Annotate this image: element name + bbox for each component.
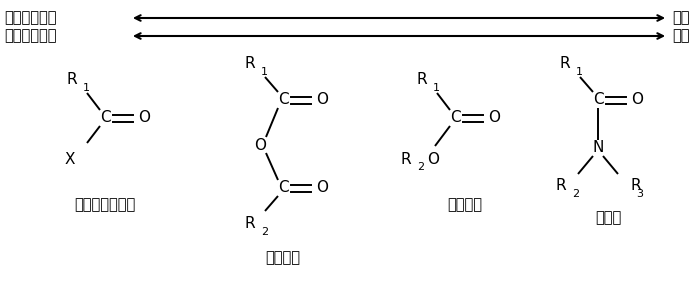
Text: C: C [450, 111, 460, 125]
Text: C: C [278, 93, 288, 107]
Text: R: R [630, 178, 641, 194]
Text: O: O [138, 111, 150, 125]
Text: X: X [64, 152, 75, 168]
Text: O: O [631, 93, 643, 107]
Text: 酸無水物: 酸無水物 [265, 251, 301, 265]
Text: O: O [254, 138, 266, 152]
Text: 低い: 低い [672, 29, 690, 43]
Text: O: O [427, 152, 439, 168]
Text: 安定性：低い: 安定性：低い [4, 10, 57, 26]
Text: 1: 1 [576, 67, 583, 77]
Text: R: R [556, 178, 566, 194]
Text: C: C [593, 93, 603, 107]
Text: C: C [278, 180, 288, 196]
Text: エステル: エステル [447, 198, 482, 212]
Text: アミド: アミド [595, 210, 621, 226]
Text: 高い: 高い [672, 10, 690, 26]
Text: 2: 2 [417, 162, 424, 172]
Text: O: O [316, 180, 328, 196]
Text: 1: 1 [433, 83, 440, 93]
Text: C: C [100, 111, 110, 125]
Text: 2: 2 [261, 227, 268, 237]
Text: 3: 3 [636, 189, 643, 199]
Text: 2: 2 [572, 189, 579, 199]
Text: 酸ハロゲン化物: 酸ハロゲン化物 [75, 198, 135, 212]
Text: R: R [66, 72, 77, 88]
Text: N: N [593, 141, 604, 155]
Text: R: R [244, 56, 255, 72]
Text: R: R [417, 72, 427, 88]
Text: R: R [559, 56, 570, 72]
Text: 1: 1 [261, 67, 268, 77]
Text: O: O [316, 93, 328, 107]
Text: R: R [401, 152, 411, 168]
Text: 1: 1 [83, 83, 90, 93]
Text: O: O [488, 111, 500, 125]
Text: R: R [244, 217, 255, 232]
Text: 反応性：高い: 反応性：高い [4, 29, 57, 43]
